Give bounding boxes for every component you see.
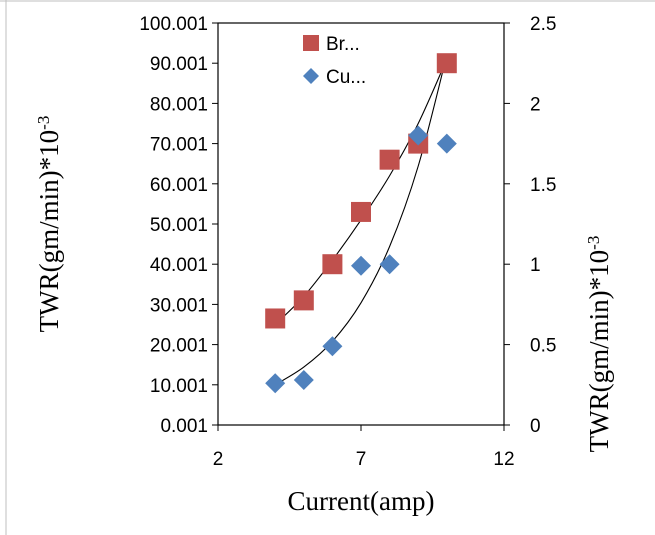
legend-marker-br	[303, 35, 319, 51]
data-point-cu	[351, 255, 371, 276]
data-point-cu	[322, 336, 343, 357]
y-left-tick-label: 30.001	[150, 295, 208, 316]
y-left-tick-label: 100.001	[139, 14, 208, 35]
left-axis-ticks: 0.001 10.001 20.001 30.001 40.001 50.001 60.00…	[139, 14, 218, 437]
legend-marker-cu	[303, 68, 319, 84]
data-point-cu	[265, 373, 286, 394]
data-point-br	[351, 201, 371, 222]
y-right-axis-title-exponent: -3	[584, 236, 603, 250]
y-left-tick-label: 10.001	[150, 376, 208, 397]
x-axis-title: Current(amp)	[288, 486, 435, 516]
y-right-axis-title: TWR(gm/min)*10-3	[584, 236, 615, 453]
data-point-br	[293, 290, 314, 311]
y-left-tick-label: 0.001	[160, 416, 208, 437]
trendline-cu	[274, 55, 448, 386]
y-left-axis-title: TWR(gm/min)*10-3	[34, 116, 65, 333]
y-left-tick-label: 50.001	[150, 215, 208, 236]
y-left-tick-label: 20.001	[150, 336, 208, 357]
data-point-br	[265, 308, 286, 329]
legend-label-br: Br...	[326, 34, 360, 55]
legend: Br... Cu...	[303, 34, 366, 88]
y-right-tick-label: 1	[530, 255, 541, 276]
data-point-cu	[436, 133, 457, 154]
y-right-tick-label: 2	[530, 94, 541, 115]
y-left-axis-title-exponent: -3	[34, 116, 53, 130]
data-point-br	[379, 149, 400, 170]
data-point-cu	[293, 369, 314, 390]
data-point-br	[322, 254, 343, 275]
right-axis-ticks: 0 0.5 1 1.5 2 2.5	[504, 14, 556, 437]
y-left-tick-label: 60.001	[150, 175, 208, 196]
y-right-tick-label: 2.5	[530, 14, 556, 35]
y-left-tick-label: 40.001	[150, 255, 208, 276]
x-tick-label: 2	[213, 449, 224, 470]
y-right-tick-label: 0.5	[530, 336, 556, 357]
x-tick-label: 7	[356, 449, 367, 470]
y-left-tick-label: 90.001	[150, 54, 208, 75]
x-axis-ticks: 2 7 12	[213, 425, 515, 470]
y-right-tick-label: 1.5	[530, 175, 556, 196]
x-tick-label: 12	[493, 449, 514, 470]
y-left-tick-label: 70.001	[150, 135, 208, 156]
data-point-br	[436, 53, 457, 74]
data-points	[265, 53, 457, 394]
legend-label-cu: Cu...	[326, 67, 366, 88]
data-point-cu	[379, 254, 400, 275]
data-point-cu	[408, 125, 429, 146]
y-right-tick-label: 0	[530, 416, 541, 437]
y-left-tick-label: 80.001	[150, 94, 208, 115]
